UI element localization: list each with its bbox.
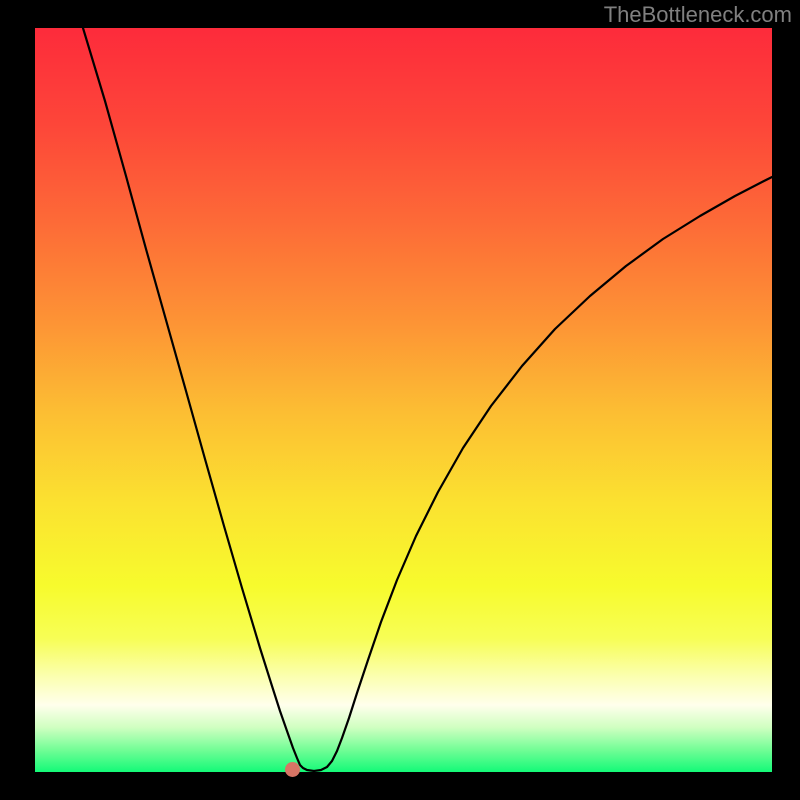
optimal-point-marker (285, 762, 300, 777)
watermark-text: TheBottleneck.com (604, 2, 792, 28)
plot-area (35, 28, 772, 772)
bottleneck-curve (35, 28, 772, 772)
chart-container: TheBottleneck.com (0, 0, 800, 800)
